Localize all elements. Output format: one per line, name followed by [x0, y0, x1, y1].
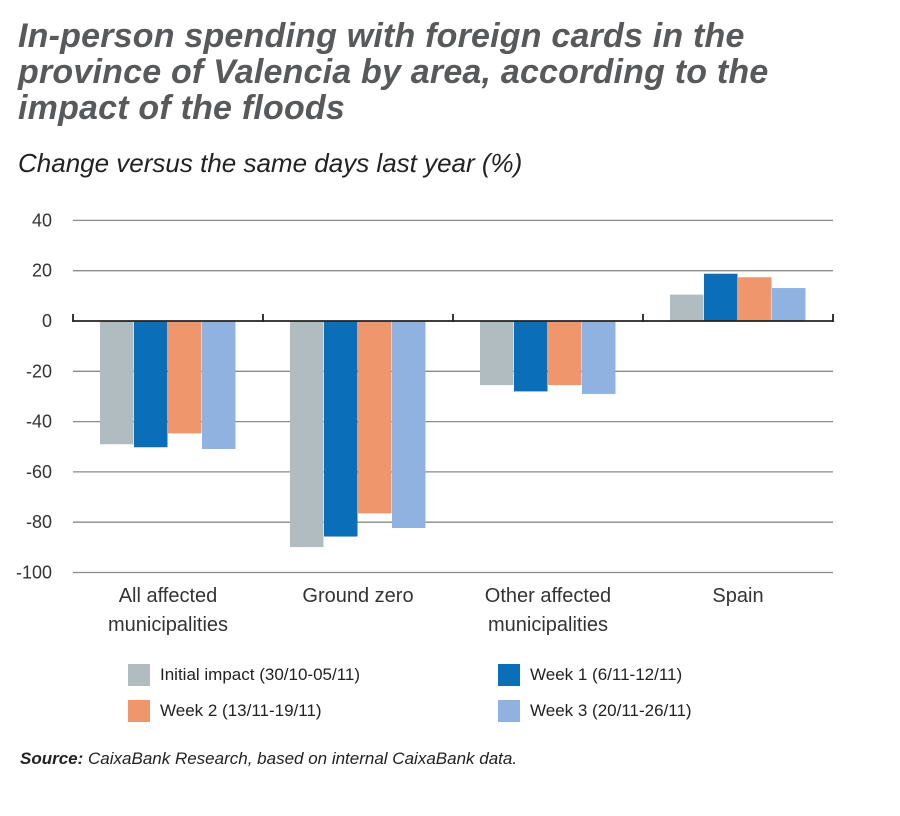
- y-tick-label: -80: [26, 512, 52, 532]
- legend-item: Week 3 (20/11-26/11): [498, 700, 692, 722]
- legend-item: Week 2 (13/11-19/11): [128, 700, 322, 722]
- x-category-label: All affected: [119, 585, 218, 607]
- bar: [772, 288, 806, 321]
- y-tick-label: 20: [32, 261, 52, 281]
- y-tick-label: 0: [42, 311, 52, 331]
- y-tick-label: -40: [26, 412, 52, 432]
- bar: [358, 321, 392, 514]
- bar: [514, 321, 548, 392]
- chart-title: In-person spending with foreign cards in…: [18, 17, 769, 127]
- y-tick-label: 40: [32, 210, 52, 230]
- bar: [392, 321, 426, 528]
- source-text: CaixaBank Research, based on internal Ca…: [83, 749, 518, 768]
- legend-item: Initial impact (30/10-05/11): [128, 664, 360, 686]
- bar-chart: 40 20 0 -20 -40 -60 -80 -100 All affected municip…: [16, 210, 834, 636]
- legend-label: Week 3 (20/11-26/11): [530, 701, 692, 720]
- legend-swatch: [498, 700, 520, 722]
- x-category-label: municipalities: [108, 614, 228, 636]
- bar: [704, 273, 738, 321]
- bar: [670, 294, 704, 321]
- bar: [324, 321, 358, 537]
- legend-label: Week 2 (13/11-19/11): [160, 701, 322, 720]
- chart-subtitle: Change versus the same days last year (%…: [18, 148, 523, 178]
- x-category-label: Other affected: [485, 585, 611, 607]
- legend-item: Week 1 (6/11-12/11): [498, 664, 682, 686]
- bar: [548, 321, 582, 386]
- source-label: Source:: [20, 749, 84, 768]
- bar: [202, 321, 236, 450]
- legend-label: Week 1 (6/11-12/11): [530, 665, 683, 684]
- bar: [100, 321, 134, 445]
- bar: [290, 321, 324, 548]
- legend-label: Initial impact (30/10-05/11): [160, 665, 361, 684]
- y-tick-label: -20: [26, 361, 52, 381]
- x-category-label: Spain: [712, 585, 763, 607]
- legend-swatch: [128, 664, 150, 686]
- bar: [582, 321, 616, 394]
- x-category-label: municipalities: [488, 614, 608, 636]
- bar: [168, 321, 202, 434]
- y-tick-label: -60: [26, 462, 52, 482]
- bar: [134, 321, 168, 448]
- bar: [738, 277, 772, 321]
- legend-swatch: [128, 700, 150, 722]
- legend-swatch: [498, 664, 520, 686]
- bar: [480, 321, 514, 386]
- source-note: Source: CaixaBank Research, based on int…: [20, 749, 517, 769]
- y-tick-label: -100: [16, 563, 52, 583]
- x-category-label: Ground zero: [302, 585, 413, 607]
